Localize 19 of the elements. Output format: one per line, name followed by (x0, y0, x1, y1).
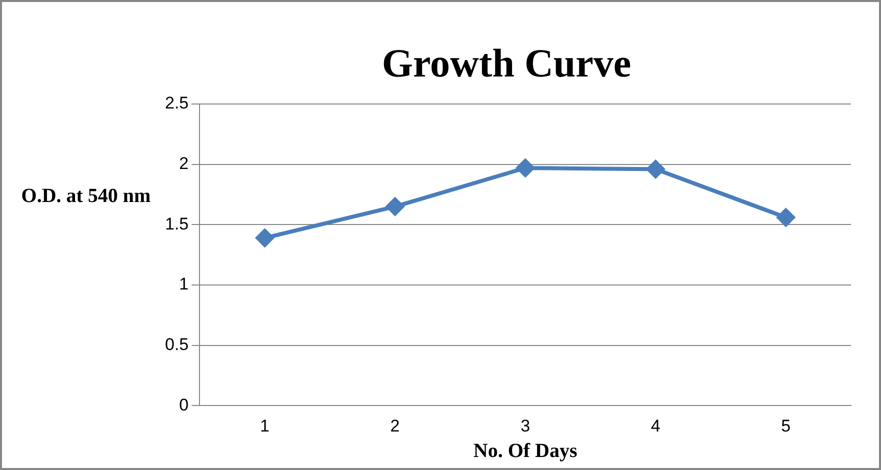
chart-title: Growth Curve (382, 40, 632, 86)
x-tick-label: 1 (260, 416, 270, 436)
y-tick-label: 2 (179, 154, 189, 174)
y-tick-label: 0 (179, 395, 189, 414)
point (386, 198, 404, 216)
x-tick-label: 4 (650, 416, 660, 436)
x-tick-label: 2 (390, 416, 400, 436)
point (776, 208, 795, 226)
point (646, 160, 665, 178)
y-tick-label: 1 (179, 274, 189, 294)
y-tick-label: 2.5 (164, 94, 189, 113)
y-tick-label: 0.5 (164, 334, 189, 354)
x-axis-title: No. Of Days (473, 440, 578, 462)
point (516, 158, 534, 177)
x-tick-label: 5 (781, 416, 791, 436)
y-axis-title: O.D. at 540 nm (20, 184, 152, 209)
x-tick-label: 3 (520, 416, 530, 436)
y-tick-label: 1.5 (164, 214, 189, 234)
point (256, 228, 274, 247)
